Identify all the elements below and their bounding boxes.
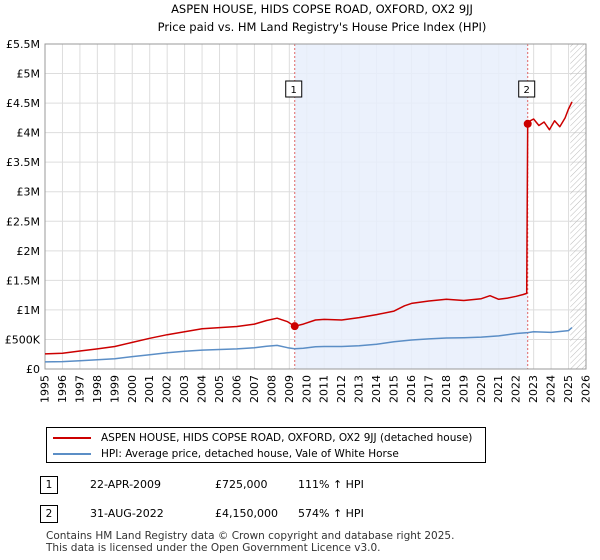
- x-tick-label: 2010: [300, 375, 313, 403]
- sale-1-badge-box: [285, 80, 303, 98]
- sale-price: £725,000: [215, 478, 268, 491]
- sale-date: 22-APR-2009: [90, 478, 162, 491]
- legend-line-hpi: [53, 453, 91, 455]
- y-tick-label: £5.5M: [6, 38, 40, 51]
- x-tick-label: 2017: [422, 375, 435, 403]
- y-tick-label: £500K: [5, 333, 41, 346]
- footer-licence: This data is licensed under the Open Gov…: [46, 541, 381, 554]
- x-tick-label: 1998: [91, 375, 104, 403]
- x-tick-label: 2013: [353, 375, 366, 403]
- x-tick-label: 2012: [335, 375, 348, 403]
- footer: Contains HM Land Registry data © Crown c…: [46, 530, 455, 554]
- y-tick-label: £3M: [17, 186, 41, 199]
- x-tick-label: 2001: [143, 375, 156, 403]
- x-tick-label: 2026: [580, 375, 593, 403]
- sale-row-1: 1 22-APR-2009 £725,000 111% ↑ HPI: [40, 476, 560, 498]
- legend-item-property: ASPEN HOUSE, HIDS COPSE ROAD, OXFORD, OX…: [53, 430, 472, 446]
- forecast-hatch: [570, 44, 586, 369]
- property-price-line: [44, 101, 573, 355]
- x-tick-label: 2020: [475, 375, 488, 403]
- x-tick-label: 2016: [405, 375, 418, 403]
- legend-label-hpi: HPI: Average price, detached house, Vale…: [101, 448, 399, 460]
- chart-subtitle: Price paid vs. HM Land Registry's House …: [158, 20, 487, 34]
- y-tick-label: £2.5M: [6, 215, 40, 228]
- sale-hpi-change: 574% ↑ HPI: [298, 507, 364, 520]
- sale-1-badge-label: 1: [291, 85, 297, 96]
- x-tick-label: 1996: [56, 375, 69, 403]
- y-tick-label: £4.5M: [6, 97, 40, 110]
- x-tick-label: 2021: [492, 375, 505, 403]
- y-tick-label: £1M: [17, 304, 41, 317]
- hpi-line: [44, 327, 573, 363]
- sale-badge: 1: [40, 476, 58, 494]
- x-tick-label: 2015: [388, 375, 401, 403]
- x-tick-label: 1999: [108, 375, 121, 403]
- x-tick-label: 2018: [440, 375, 453, 403]
- sale-date: 31-AUG-2022: [90, 507, 164, 520]
- x-tick-label: 2007: [248, 375, 261, 403]
- y-tick-label: £5M: [17, 68, 41, 81]
- x-tick-label: 2014: [370, 375, 383, 403]
- chart-title: ASPEN HOUSE, HIDS COPSE ROAD, OXFORD, OX…: [171, 2, 473, 16]
- x-tick-label: 2019: [457, 375, 470, 403]
- sale-badge: 2: [40, 505, 58, 523]
- x-tick-label: 2005: [213, 375, 226, 403]
- x-tick-label: 2025: [562, 375, 575, 403]
- x-tick-label: 2008: [265, 375, 278, 403]
- y-tick-label: £0: [26, 363, 40, 376]
- x-tick-label: 2011: [318, 375, 331, 403]
- footer-copyright: Contains HM Land Registry data © Crown c…: [46, 530, 455, 542]
- legend-line-property: [53, 437, 91, 439]
- x-tick-label: 2002: [161, 375, 174, 403]
- x-tick-label: 2022: [510, 375, 523, 403]
- x-tick-label: 2006: [230, 375, 243, 403]
- sale-price: £4,150,000: [215, 507, 278, 520]
- x-tick-label: 1995: [39, 375, 52, 403]
- legend-item-hpi: HPI: Average price, detached house, Vale…: [53, 446, 399, 462]
- x-tick-label: 1997: [73, 375, 86, 403]
- plot-frame: [44, 43, 587, 370]
- sale-2-badge-box: [518, 80, 536, 98]
- sale-1-point: [290, 322, 299, 331]
- x-tick-label: 2023: [527, 375, 540, 403]
- x-tick-label: 2003: [178, 375, 191, 403]
- sale-row-2: 2 31-AUG-2022 £4,150,000 574% ↑ HPI: [40, 505, 560, 527]
- x-tick-label: 2000: [126, 375, 139, 403]
- sale-hpi-change: 111% ↑ HPI: [298, 478, 364, 491]
- ownership-period-shade: [294, 44, 528, 369]
- x-tick-label: 2024: [545, 375, 558, 403]
- legend: ASPEN HOUSE, HIDS COPSE ROAD, OXFORD, OX…: [46, 427, 486, 463]
- x-tick-label: 2004: [196, 375, 209, 403]
- sale-2-badge-label: 2: [524, 85, 530, 96]
- y-tick-label: £2M: [17, 245, 41, 258]
- sale-2-point: [523, 119, 532, 128]
- y-tick-label: £1.5M: [6, 274, 40, 287]
- y-tick-label: £3.5M: [6, 156, 40, 169]
- x-tick-label: 2009: [283, 375, 296, 403]
- price-chart: ASPEN HOUSE, HIDS COPSE ROAD, OXFORD, OX…: [5, 2, 593, 403]
- legend-label-property: ASPEN HOUSE, HIDS COPSE ROAD, OXFORD, OX…: [101, 432, 473, 444]
- y-tick-label: £4M: [17, 127, 41, 140]
